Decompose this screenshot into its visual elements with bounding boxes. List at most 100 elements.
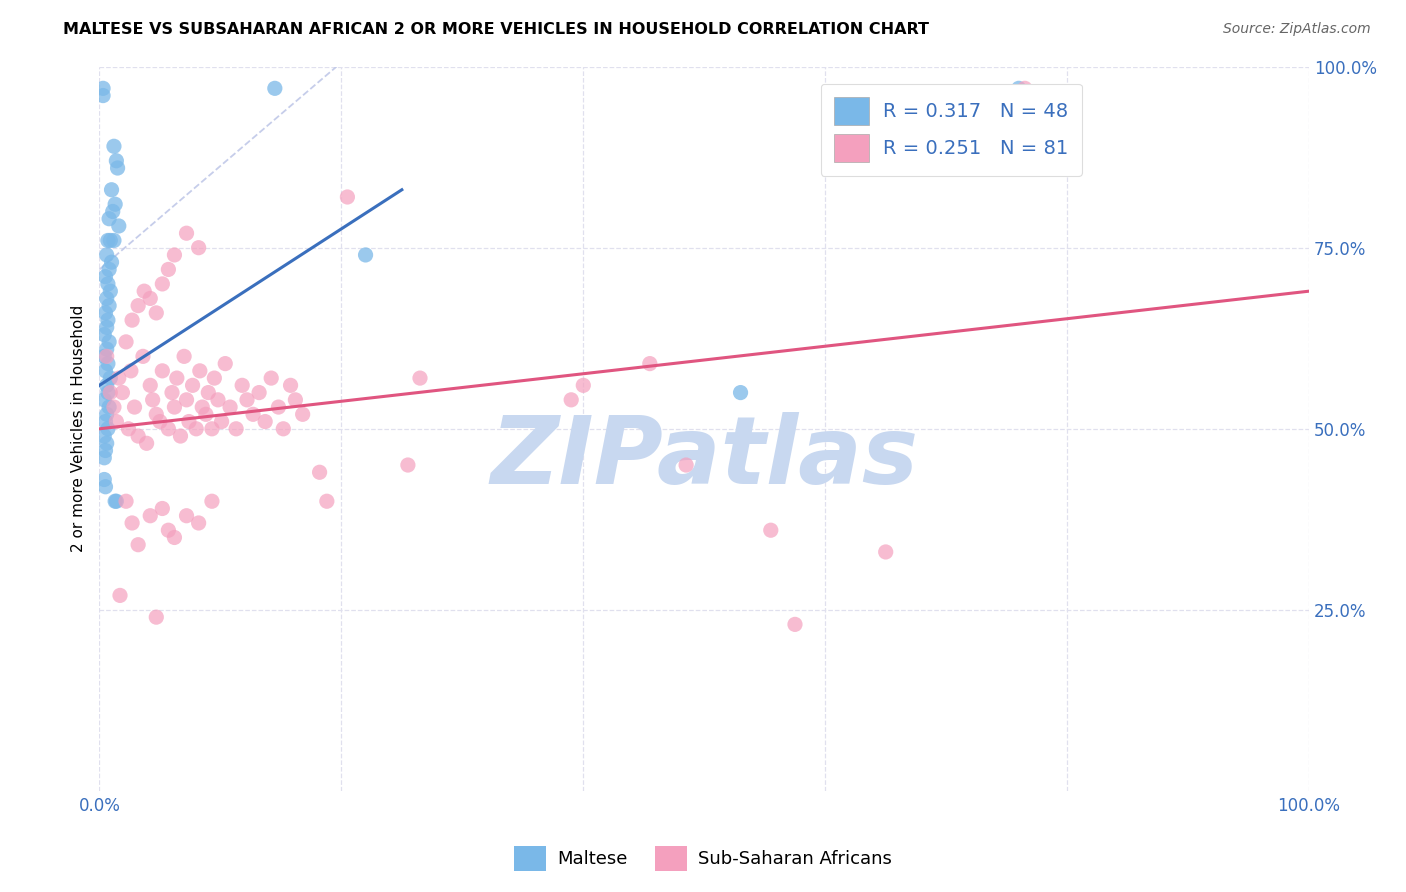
Point (284, 392, 307, 407)
Legend: R = 0.317   N = 48, R = 0.251   N = 81: R = 0.317 N = 48, R = 0.251 N = 81 (821, 84, 1081, 176)
Point (93, 392, 115, 407)
Point (150, 364, 173, 378)
Point (117, 422, 139, 436)
Point (104, 494, 127, 508)
Point (98, 334, 121, 349)
Point (202, 371, 225, 385)
Point (97, 277, 120, 291)
Point (638, 357, 661, 371)
Point (271, 422, 294, 436)
Point (160, 385, 183, 400)
Point (157, 262, 180, 277)
Point (308, 465, 330, 479)
Point (134, 284, 156, 298)
Point (157, 422, 180, 436)
Point (98, 284, 121, 298)
Point (150, 277, 173, 291)
Point (96, 342, 118, 356)
Point (176, 392, 198, 407)
Point (150, 501, 173, 516)
Point (132, 350, 155, 364)
Point (177, 415, 200, 429)
Point (207, 392, 229, 407)
Point (176, 226, 198, 240)
Legend: Maltese, Sub-Saharan Africans: Maltese, Sub-Saharan Africans (506, 838, 900, 879)
Point (121, 313, 143, 327)
Point (97, 385, 120, 400)
Point (115, 334, 138, 349)
Point (93, 429, 115, 443)
Text: ZIPatlas: ZIPatlas (491, 412, 918, 504)
Point (94, 480, 117, 494)
Point (105, 494, 128, 508)
Point (97, 357, 120, 371)
Point (107, 161, 129, 175)
Point (166, 371, 188, 385)
Point (236, 392, 259, 407)
Point (121, 516, 143, 530)
Point (1014, 81, 1036, 95)
Point (191, 400, 214, 414)
Point (560, 392, 582, 407)
Point (100, 183, 122, 197)
Point (242, 407, 264, 421)
Point (96, 350, 118, 364)
Point (105, 153, 128, 168)
Point (139, 378, 162, 392)
Point (254, 415, 277, 429)
Point (145, 306, 167, 320)
Point (145, 610, 167, 624)
Point (225, 422, 247, 436)
Point (115, 494, 138, 508)
Point (675, 458, 697, 472)
Point (759, 523, 782, 537)
Point (94, 269, 117, 284)
Point (91, 88, 114, 103)
Point (104, 197, 127, 211)
Point (97, 313, 120, 327)
Point (98, 385, 121, 400)
Point (139, 508, 162, 523)
Point (96, 407, 118, 421)
Point (93, 350, 115, 364)
Point (105, 415, 128, 429)
Point (231, 378, 253, 392)
Point (176, 508, 198, 523)
Point (187, 241, 209, 255)
Point (197, 385, 219, 400)
Point (163, 400, 186, 414)
Point (127, 299, 149, 313)
Point (267, 400, 290, 414)
Point (98, 234, 121, 248)
Point (149, 415, 172, 429)
Point (127, 429, 149, 443)
Point (98, 371, 121, 385)
Point (291, 407, 314, 421)
Point (186, 422, 208, 436)
Point (396, 458, 419, 472)
Point (108, 589, 131, 603)
Point (94, 306, 117, 320)
Point (263, 81, 285, 95)
Point (101, 204, 124, 219)
Point (157, 523, 180, 537)
Point (875, 545, 897, 559)
Point (201, 422, 224, 436)
Point (98, 299, 121, 313)
Point (93, 450, 115, 465)
Point (100, 255, 122, 269)
Point (181, 378, 204, 392)
Point (98, 211, 121, 226)
Y-axis label: 2 or more Vehicles in Household: 2 or more Vehicles in Household (72, 305, 86, 552)
Point (120, 364, 142, 378)
Point (96, 436, 118, 450)
Point (315, 494, 337, 508)
Point (111, 385, 134, 400)
Point (98, 262, 121, 277)
Point (94, 443, 117, 458)
Point (187, 516, 209, 530)
Point (142, 392, 165, 407)
Point (124, 400, 146, 414)
Point (572, 378, 595, 392)
Point (91, 81, 114, 95)
